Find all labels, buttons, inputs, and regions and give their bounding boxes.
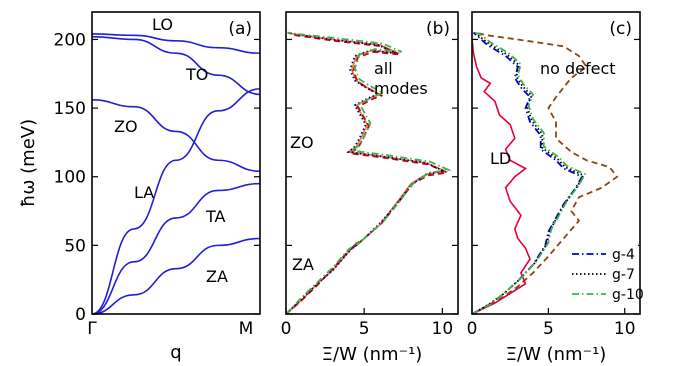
series-g-10 bbox=[471, 31, 587, 315]
series-no-defect bbox=[471, 31, 619, 315]
branch-label-lo: LO bbox=[152, 15, 173, 34]
ytick-label: 200 bbox=[54, 30, 86, 50]
xtick-label-m: M bbox=[239, 319, 254, 339]
legend-background bbox=[566, 242, 638, 308]
branch-zo bbox=[91, 99, 261, 173]
annotation-no-defect: no defect bbox=[540, 59, 616, 78]
axes-frame-a bbox=[91, 11, 261, 315]
annotation-zo: ZO bbox=[290, 133, 314, 152]
ytick-label: 100 bbox=[54, 168, 86, 188]
branch-label-za: ZA bbox=[206, 267, 228, 286]
ytick-label: 50 bbox=[64, 236, 86, 256]
ytick-label: 150 bbox=[54, 99, 86, 119]
panel-label-c: (c) bbox=[609, 19, 632, 39]
branch-ta bbox=[91, 182, 261, 315]
panel-label-b: (b) bbox=[426, 19, 450, 39]
branch-la bbox=[91, 88, 261, 315]
series-line-0 bbox=[285, 31, 449, 315]
legend-label-g-7: g-7 bbox=[612, 267, 635, 283]
axes-frame-c bbox=[471, 11, 641, 315]
series-line-3 bbox=[285, 31, 452, 315]
xtick-label: 5 bbox=[543, 319, 554, 339]
legend: g-4 g-7 g-10 bbox=[566, 242, 644, 308]
annotation-all: all bbox=[374, 59, 393, 78]
xtick-label: 10 bbox=[614, 319, 636, 339]
panel-label-a: (a) bbox=[228, 19, 252, 39]
y-axis-label: ħω (meV) bbox=[18, 119, 39, 207]
xtick-label: 10 bbox=[432, 319, 454, 339]
branch-to bbox=[91, 35, 261, 96]
xtick-label: 0 bbox=[467, 319, 478, 339]
series-ld bbox=[471, 39, 531, 315]
x-axis-label-a: q bbox=[170, 342, 181, 363]
x-axis-label: Ξ/W (nm⁻¹) bbox=[506, 344, 607, 365]
branch-label-ta: TA bbox=[205, 207, 226, 226]
branch-za bbox=[91, 237, 261, 315]
legend-label-g-10: g-10 bbox=[612, 287, 644, 303]
legend-label-g-4: g-4 bbox=[612, 247, 635, 263]
branch-label-zo: ZO bbox=[114, 117, 138, 136]
series-line-2 bbox=[285, 31, 447, 315]
panel-c: 0 5 10 Ξ/W (nm⁻¹) (c) no defect LD g-4 g-7 g-10 bbox=[467, 11, 644, 365]
axes-frame-b bbox=[285, 11, 459, 315]
x-axis-label: Ξ/W (nm⁻¹) bbox=[322, 344, 423, 365]
xtick-label: 5 bbox=[359, 319, 370, 339]
annotation-modes: modes bbox=[374, 79, 428, 98]
branch-label-la: LA bbox=[134, 183, 154, 202]
xtick-label: 0 bbox=[281, 319, 292, 339]
xtick-label-gamma: Γ bbox=[87, 319, 97, 339]
series-g-7 bbox=[471, 31, 585, 315]
annotation-za: ZA bbox=[292, 255, 314, 274]
annotation-ld: LD bbox=[490, 149, 511, 168]
ytick-label: 0 bbox=[75, 305, 86, 325]
branch-label-to: TO bbox=[185, 65, 208, 84]
branch-lo bbox=[91, 33, 261, 54]
panel-a: LO TO ZO LA TA ZA 0 50 100 150 200 Γ Mq ħω (meV) (a) bbox=[18, 11, 261, 363]
